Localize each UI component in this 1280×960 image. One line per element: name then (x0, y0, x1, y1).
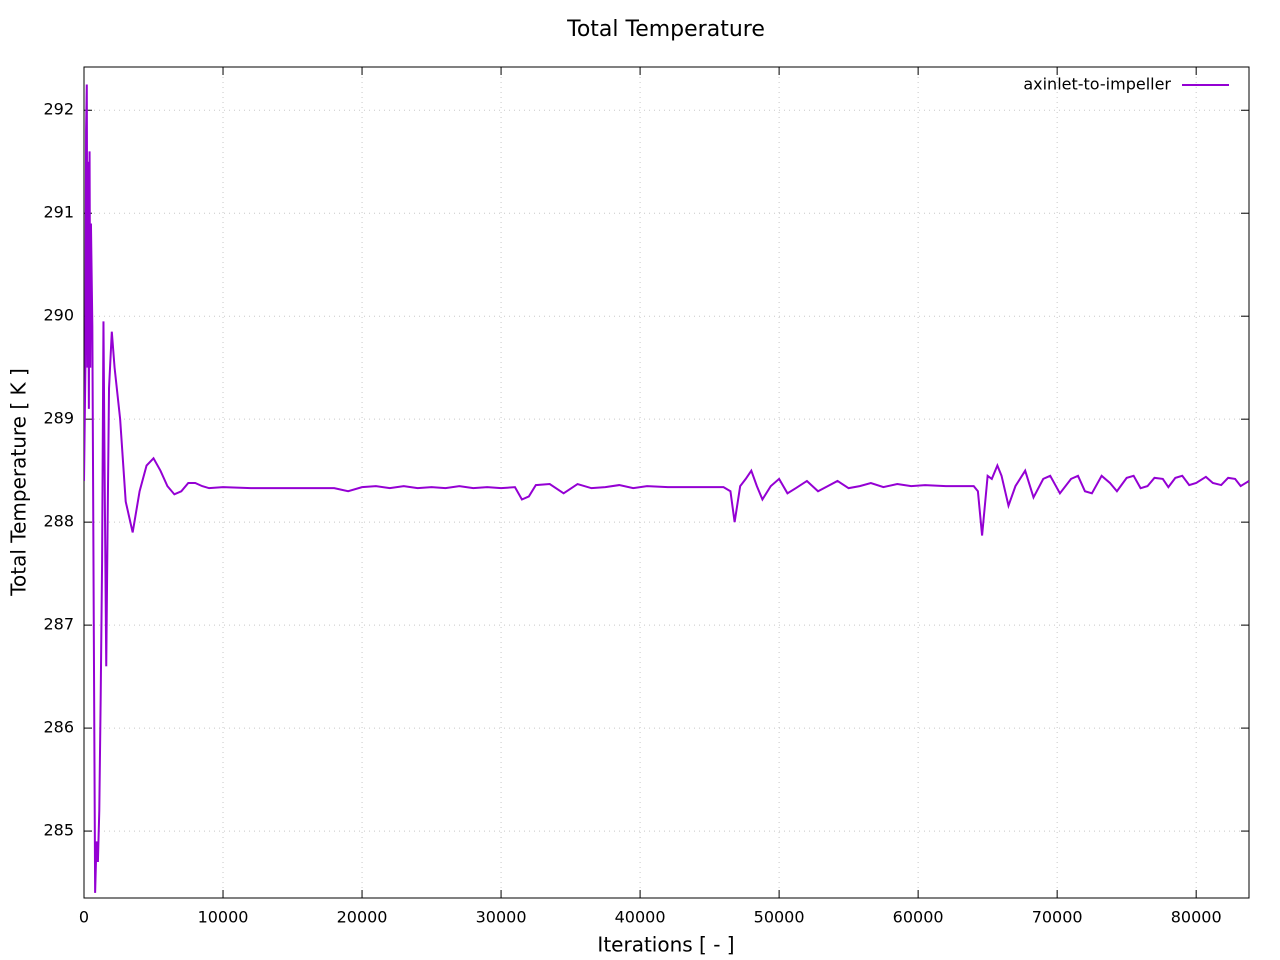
y-axis-label: Total Temperature [ K ] (7, 368, 31, 597)
x-tick-label: 0 (79, 908, 89, 927)
chart-title: Total Temperature (566, 17, 765, 42)
x-tick-label: 80000 (1171, 908, 1222, 927)
y-tick-label: 288 (43, 512, 74, 531)
y-tick-label: 285 (43, 821, 74, 840)
x-tick-label: 10000 (198, 908, 249, 927)
legend-label: axinlet-to-impeller (1023, 75, 1171, 94)
x-tick-label: 50000 (754, 908, 805, 927)
x-tick-label: 30000 (476, 908, 527, 927)
y-tick-label: 287 (43, 615, 74, 634)
y-tick-label: 291 (43, 203, 74, 222)
data-line (84, 84, 1249, 893)
x-tick-label: 60000 (893, 908, 944, 927)
plot-frame (83, 66, 1250, 899)
y-tick-label: 292 (43, 100, 74, 119)
y-tick-label: 290 (43, 306, 74, 325)
x-tick-label: 20000 (337, 908, 388, 927)
y-tick-label: 289 (43, 409, 74, 428)
y-tick-label: 286 (43, 718, 74, 737)
x-tick-label: 40000 (615, 908, 666, 927)
x-tick-label: 70000 (1032, 908, 1083, 927)
x-axis-label: Iterations [ - ] (597, 933, 734, 957)
